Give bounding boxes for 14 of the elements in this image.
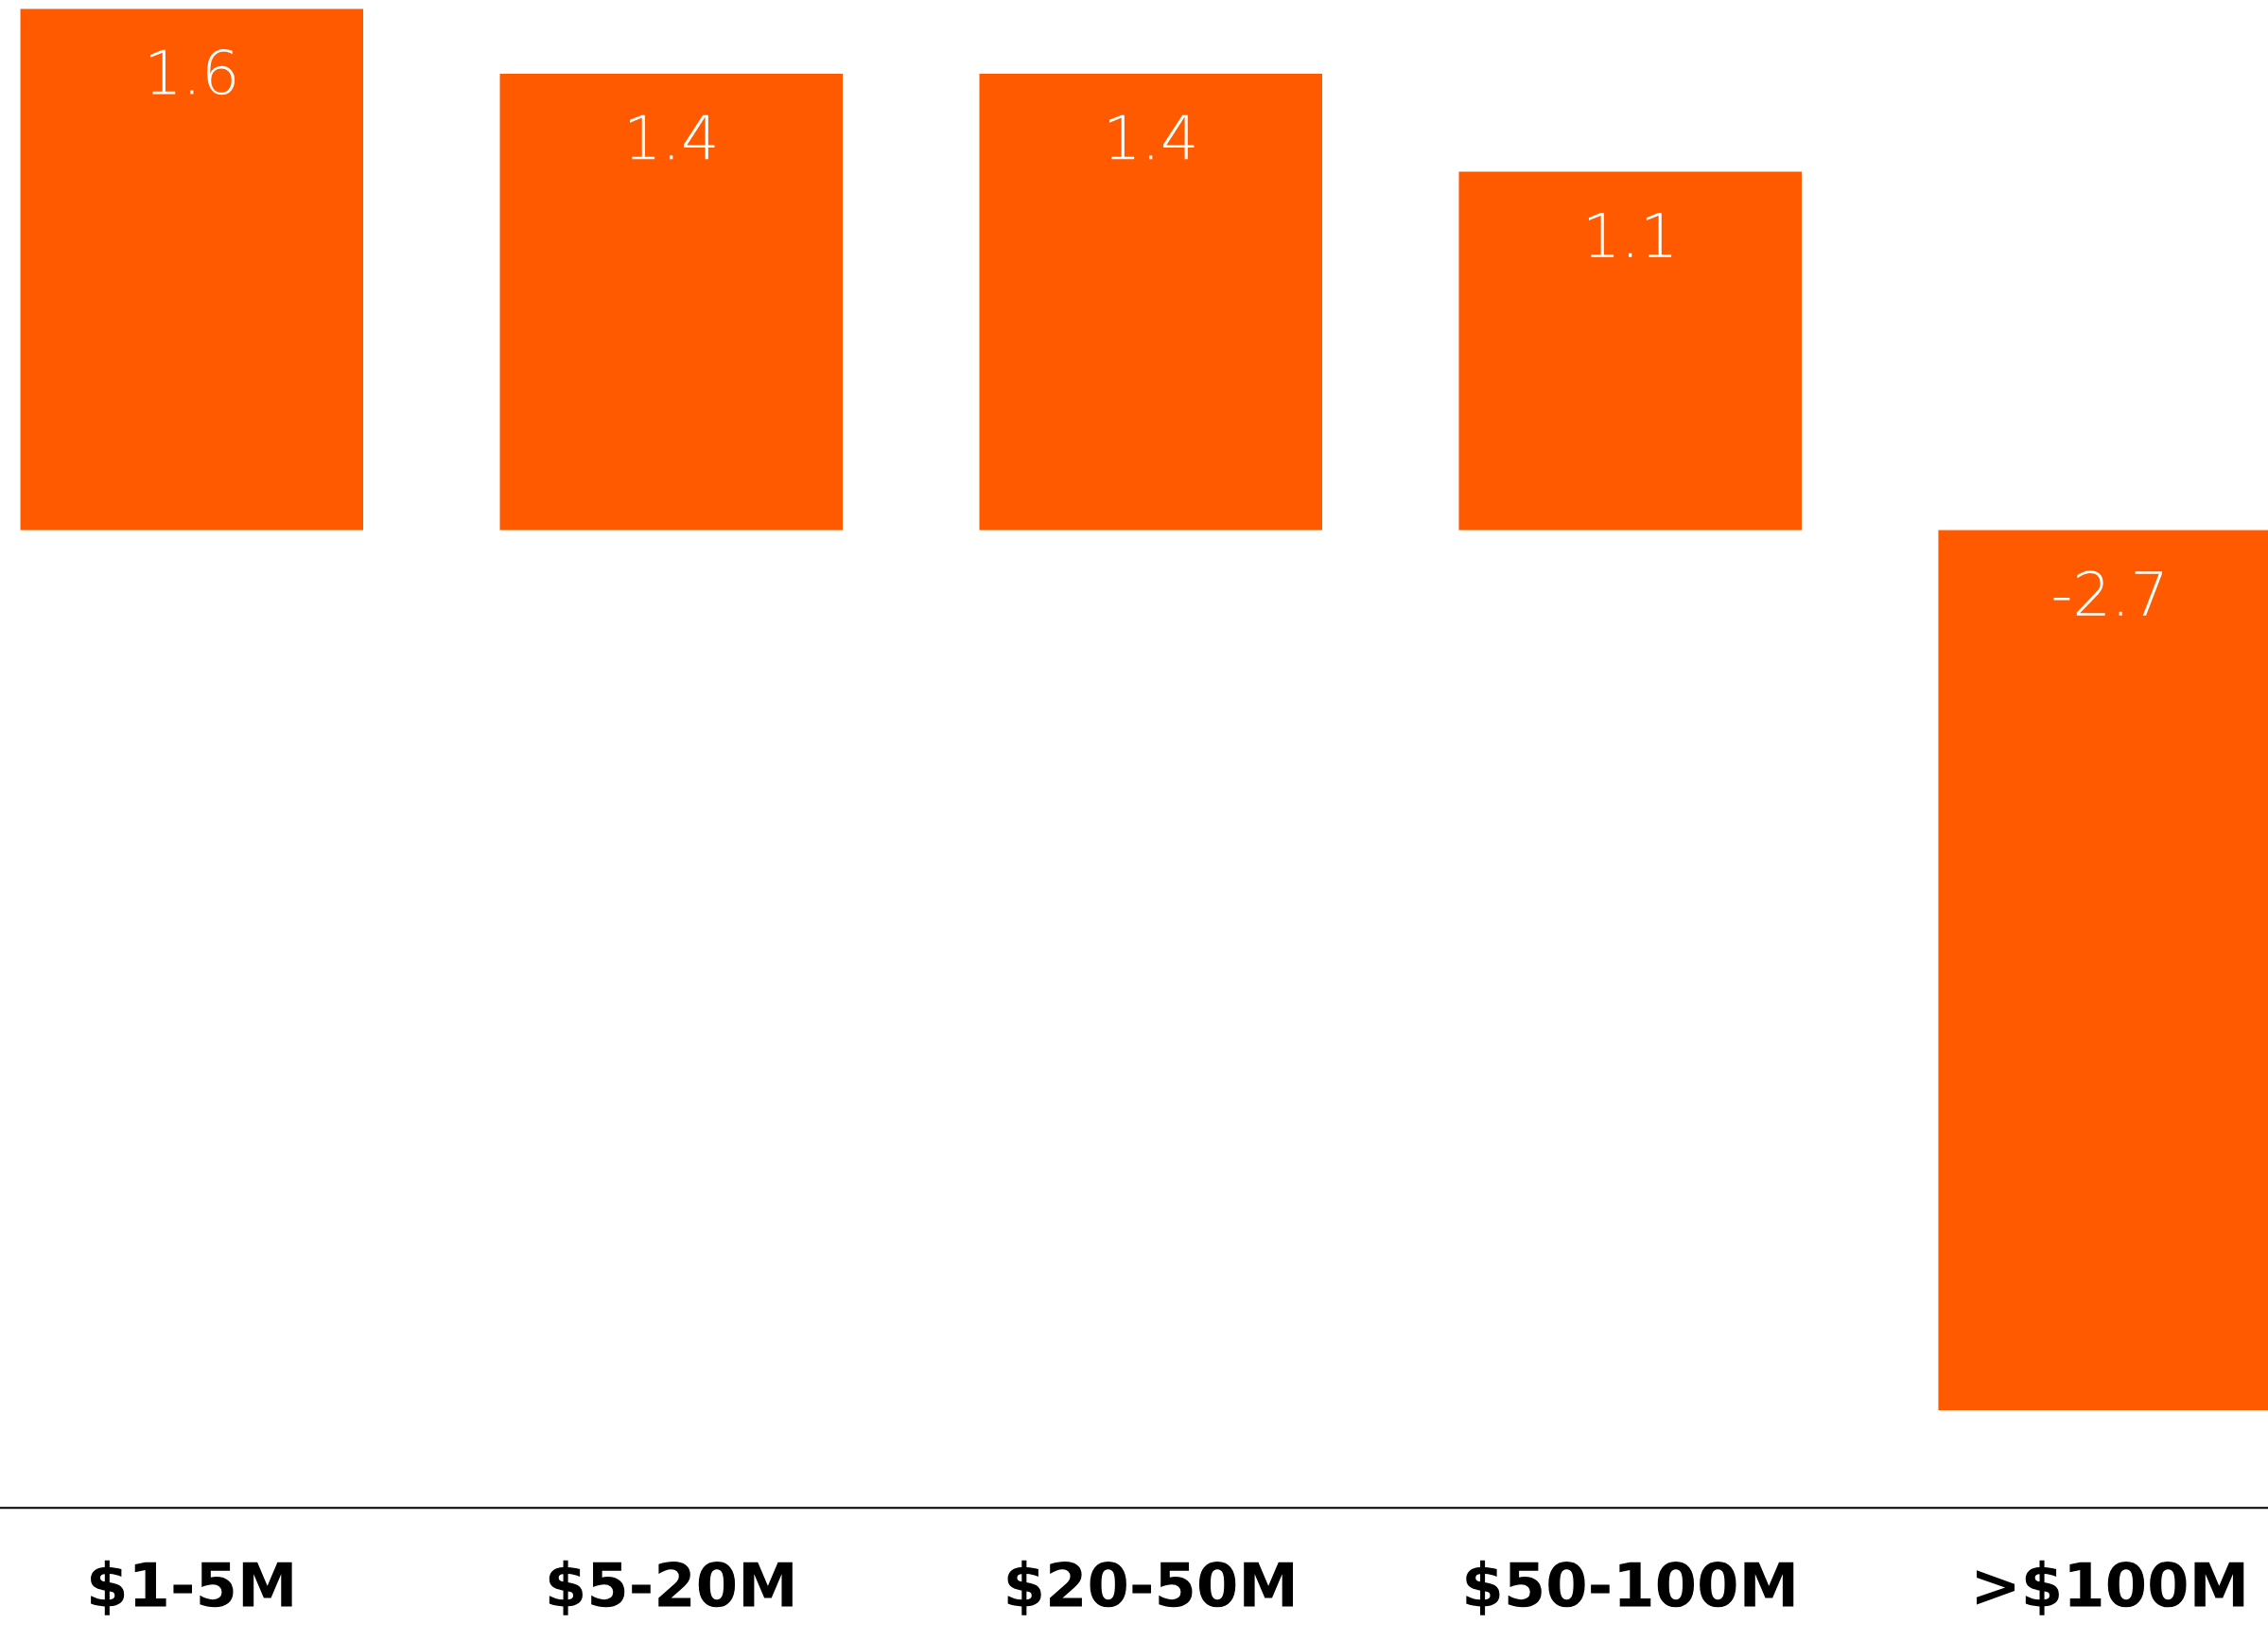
bar (20, 9, 364, 531)
x-tick-label: >$100M (1977, 1560, 2244, 1615)
x-tick-label: $1-5M (91, 1560, 292, 1615)
data-label: -2.7 (2053, 570, 2162, 616)
bar (1458, 171, 1802, 531)
bar (979, 74, 1322, 531)
bar (499, 74, 844, 531)
x-tick-label: $5-20M (549, 1560, 793, 1615)
x-tick-label: $50-100M (1466, 1560, 1794, 1615)
data-label: 1.4 (1108, 114, 1195, 160)
data-label: 1.4 (629, 114, 715, 160)
x-tick-label: $20-50M (1007, 1560, 1294, 1615)
data-label: 1.1 (1588, 213, 1672, 257)
data-label: 1.6 (150, 48, 236, 96)
